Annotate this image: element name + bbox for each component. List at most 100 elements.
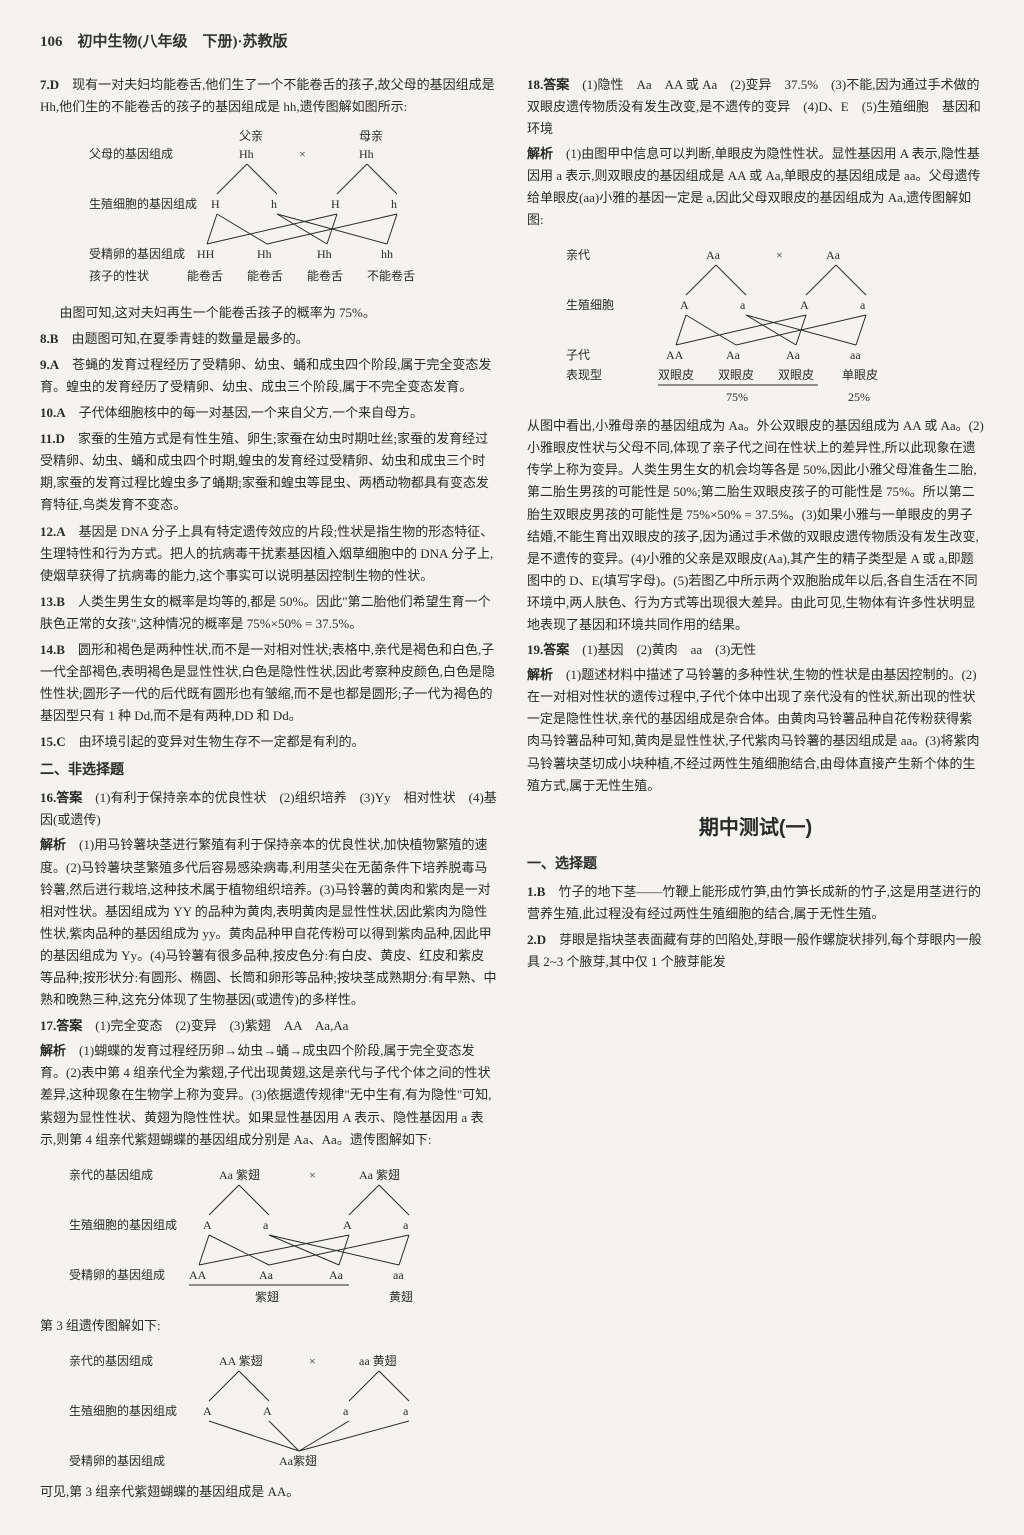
svg-text:Aa 紫翅: Aa 紫翅 [359,1167,400,1182]
svg-text:A: A [263,1404,272,1418]
ans-text: 圆形和褐色是两种性状,而不是一对相对性状;表格中,亲代是褐色和白色,子一代全部褐… [40,642,495,723]
svg-text:孩子的性状: 孩子的性状 [89,268,149,283]
exp-label: 解析 [40,837,66,852]
svg-text:单眼皮: 单眼皮 [842,368,878,382]
svg-text:AA: AA [666,348,684,362]
svg-text:父母的基因组成: 父母的基因组成 [89,146,173,161]
svg-text:A: A [203,1218,212,1232]
svg-text:A: A [343,1218,352,1232]
ans-num: 12.A [40,524,66,539]
answer-14: 14.B 圆形和褐色是两种性状,而不是一对相对性状;表格中,亲代是褐色和白色,子… [40,639,497,727]
q7-after: 由图可知,这对夫妇再生一个能卷舌孩子的概率为 75%。 [40,302,497,324]
exp-text: (1)用马铃薯块茎进行繁殖有利于保持亲本的优良性状,加快植物繁殖的速度。(2)马… [40,837,496,1007]
svg-text:Aa 紫翅: Aa 紫翅 [219,1167,260,1182]
q17-after2: 可见,第 3 组亲代紫翅蝴蝶的基因组成是 AA。 [40,1481,497,1503]
svg-text:75%: 75% [726,390,748,404]
svg-text:受精卵的基因组成: 受精卵的基因组成 [89,246,185,261]
svg-text:生殖细胞的基因组成: 生殖细胞的基因组成 [89,196,197,211]
test-answer-2: 2.D 芽眼是指块茎表面藏有芽的凹陷处,芽眼一般作螺旋状排列,每个芽眼内一般具 … [527,929,984,973]
ans-num: 8.B [40,331,58,346]
svg-text:生殖细胞的基因组成: 生殖细胞的基因组成 [69,1217,177,1232]
answer-13: 13.B 人类生男生女的概率是均等的,都是 50%。因此"第二胎他们希望生育一个… [40,591,497,635]
answer-16: 16.答案 (1)有利于保持亲本的优良性状 (2)组织培养 (3)Yy 相对性状… [40,787,497,1011]
answer-15: 15.C 由环境引起的变异对生物生存不一定都是有利的。 [40,731,497,753]
ans-text: 芽眼是指块茎表面藏有芽的凹陷处,芽眼一般作螺旋状排列,每个芽眼内一般具 2~3 … [527,932,982,969]
svg-text:AA: AA [189,1268,207,1282]
svg-text:生殖细胞的基因组成: 生殖细胞的基因组成 [69,1403,177,1418]
answer-7: 7.D 现有一对夫妇均能卷舌,他们生了一个不能卷舌的孩子,故父母的基因组成是 H… [40,74,497,324]
answer-12: 12.A 基因是 DNA 分子上具有特定遗传效应的片段;性状是指生物的形态特征、… [40,521,497,587]
svg-text:不能卷舌: 不能卷舌 [367,268,415,283]
ans-text: (1)基因 (2)黄肉 aa (3)无性 [582,642,756,657]
q18-exp2: 从图中看出,小雅母亲的基因组成为 Aa。外公双眼皮的基因组成为 AA 或 Aa。… [527,415,984,636]
section-2-title: 二、非选择题 [40,759,497,783]
answer-10: 10.A 子代体细胞核中的每一对基因,一个来自父方,一个来自母方。 [40,402,497,424]
svg-text:Hh: Hh [239,147,254,161]
exp-text: (1)由图甲中信息可以判断,单眼皮为隐性性状。显性基因用 A 表示,隐性基因用 … [527,146,981,227]
q17-mid: 第 3 组遗传图解如下: [40,1315,497,1337]
svg-text:aa: aa [850,348,861,362]
diagram-q17-1: 亲代的基因组成 Aa 紫翅 × Aa 紫翅 生殖细胞的基因组成 A a A a … [40,1159,497,1309]
svg-text:A: A [680,298,689,312]
ans-text: 由题图可知,在夏季青蛙的数量是最多的。 [71,331,308,346]
svg-text:H: H [211,197,220,211]
exp-text: (1)题述材料中描述了马铃薯的多种性状,生物的性状是由基因控制的。(2)在一对相… [527,667,979,792]
ans-text: 由环境引起的变异对生物生存不一定都是有利的。 [79,734,365,749]
svg-text:Aa: Aa [259,1268,274,1282]
answer-18: 18.答案 (1)隐性 Aa AA 或 Aa (2)变异 37.5% (3)不能… [527,74,984,232]
svg-text:aa: aa [393,1268,404,1282]
midterm-test-title: 期中测试(一) [527,811,984,845]
ans-num: 1.B [527,884,545,899]
ans-label: 17.答案 [40,1018,82,1033]
page-header: 106 初中生物(八年级 下册)·苏教版 [40,30,984,56]
ans-text: 人类生男生女的概率是均等的,都是 50%。因此"第二胎他们希望生育一个肤色正常的… [40,594,491,631]
svg-text:×: × [309,1354,316,1368]
exp-label: 解析 [40,1043,66,1058]
svg-text:受精卵的基因组成: 受精卵的基因组成 [69,1453,165,1468]
ans-text: 基因是 DNA 分子上具有特定遗传效应的片段;性状是指生物的形态特征、生理特性和… [40,524,493,583]
answer-11: 11.D 家蚕的生殖方式是有性生殖、卵生;家蚕在幼虫时期吐丝;家蚕的发育经过受精… [40,428,497,516]
svg-text:亲代的基因组成: 亲代的基因组成 [69,1167,153,1182]
svg-text:子代: 子代 [566,348,590,362]
ans-num: 11.D [40,431,65,446]
svg-text:生殖细胞: 生殖细胞 [566,297,614,312]
ans-text: 子代体细胞核中的每一对基因,一个来自父方,一个来自母方。 [79,405,424,420]
ans-num: 9.A [40,357,59,372]
ans-text: 家蚕的生殖方式是有性生殖、卵生;家蚕在幼虫时期吐丝;家蚕的发育经过受精卵、幼虫、… [40,431,489,512]
svg-text:Aa: Aa [726,348,741,362]
svg-text:×: × [309,1168,316,1182]
svg-text:Hh: Hh [257,247,272,261]
diagram-q7: 父亲 母亲 父母的基因组成 Hh × Hh 生殖细胞的基因组成 H h H h … [40,126,497,296]
svg-text:hh: hh [381,247,393,261]
answer-8: 8.B 由题图可知,在夏季青蛙的数量是最多的。 [40,328,497,350]
svg-text:表现型: 表现型 [566,368,602,382]
ans-text: (1)隐性 Aa AA 或 Aa (2)变异 37.5% (3)不能,因为通过手… [527,77,981,136]
svg-text:Aa: Aa [826,248,841,262]
svg-text:Aa: Aa [706,248,721,262]
svg-text:亲代的基因组成: 亲代的基因组成 [69,1353,153,1368]
svg-text:受精卵的基因组成: 受精卵的基因组成 [69,1267,165,1282]
exp-label: 解析 [527,146,553,161]
svg-text:双眼皮: 双眼皮 [658,368,694,382]
svg-text:能卷舌: 能卷舌 [307,268,343,283]
section-1b-title: 一、选择题 [527,853,984,877]
svg-text:25%: 25% [848,390,870,404]
svg-text:黄翅: 黄翅 [389,1289,413,1304]
svg-text:h: h [271,197,277,211]
svg-text:aa 黄翅: aa 黄翅 [359,1353,397,1368]
svg-text:H: H [331,197,340,211]
ans-num: 15.C [40,734,66,749]
svg-text:a: a [263,1218,269,1232]
answer-19: 19.答案 (1)基因 (2)黄肉 aa (3)无性 解析 (1)题述材料中描述… [527,639,984,797]
svg-text:AA 紫翅: AA 紫翅 [219,1353,263,1368]
svg-text:a: a [860,298,866,312]
ans-label: 19.答案 [527,642,569,657]
svg-text:HH: HH [197,247,215,261]
exp-label: 解析 [527,667,553,682]
svg-text:能卷舌: 能卷舌 [247,268,283,283]
ans-text: (1)完全变态 (2)变异 (3)紫翅 AA Aa,Aa [95,1018,348,1033]
svg-text:Aa: Aa [786,348,801,362]
svg-text:h: h [391,197,397,211]
svg-text:母亲: 母亲 [359,129,383,143]
svg-text:Aa紫翅: Aa紫翅 [279,1453,317,1468]
